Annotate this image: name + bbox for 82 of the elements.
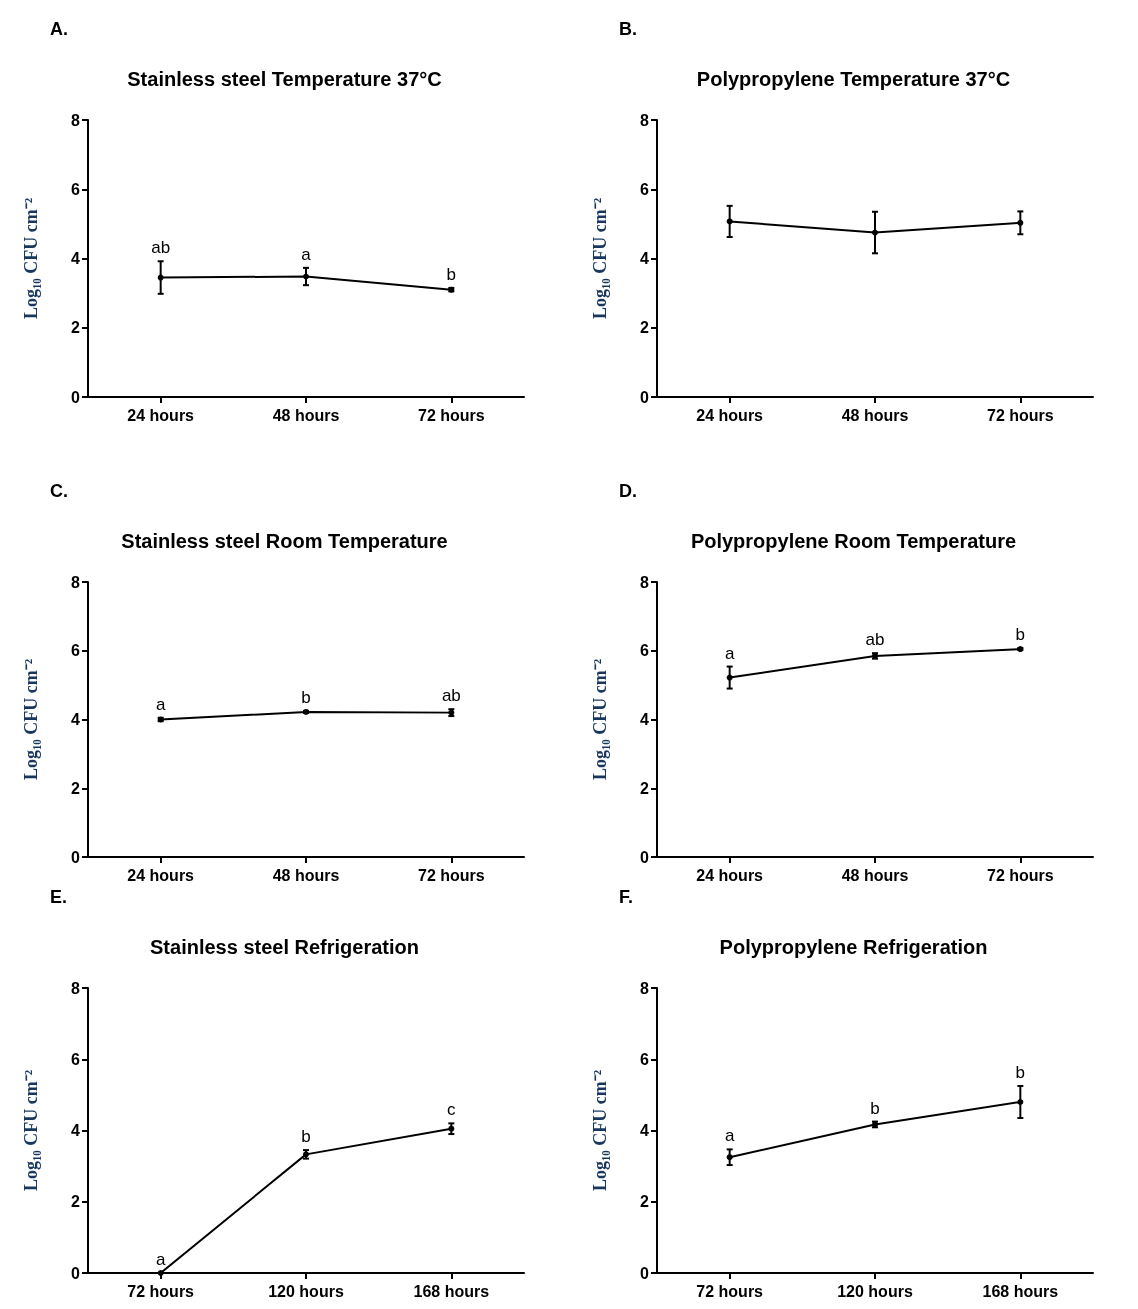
y-tick-label: 2 bbox=[640, 319, 650, 337]
x-tick-label: 48 hours bbox=[841, 406, 909, 424]
annotation: a bbox=[724, 643, 735, 663]
y-tick-label: 2 bbox=[71, 319, 81, 337]
y-axis-title: Log₁₀ CFU cm⁻² bbox=[21, 197, 41, 320]
annotation: b bbox=[1015, 625, 1026, 644]
annotation: b bbox=[870, 1098, 880, 1118]
annotation: b bbox=[446, 264, 457, 284]
text: B. bbox=[619, 19, 637, 39]
y-tick-label: 4 bbox=[640, 711, 650, 728]
annotation: a bbox=[301, 244, 312, 264]
annotation: a bbox=[724, 1126, 735, 1146]
x-tick-label: 72 hours bbox=[417, 866, 485, 884]
x-tick-label: 24 hours bbox=[696, 406, 764, 424]
y-tick-label: 4 bbox=[640, 1122, 650, 1139]
annotation: b bbox=[1015, 1062, 1026, 1082]
y-tick-label: 0 bbox=[71, 388, 81, 406]
x-tick-label: 48 hours bbox=[841, 866, 909, 884]
text: C. bbox=[50, 481, 68, 501]
annotation: a bbox=[155, 694, 166, 714]
y-tick-label: 6 bbox=[640, 1050, 650, 1068]
y-tick-label: 8 bbox=[71, 979, 81, 997]
chart-title: Stainless steel Refrigeration bbox=[150, 936, 419, 958]
chart-title: Polypropylene Refrigeration bbox=[719, 936, 988, 958]
x-tick-label: 72 hours bbox=[696, 1282, 764, 1300]
y-tick-label: 6 bbox=[71, 180, 81, 198]
y-tick-label: 8 bbox=[640, 573, 650, 591]
y-axis-title: Log₁₀ CFU cm⁻² bbox=[21, 1069, 41, 1192]
y-axis-title: Log₁₀ CFU cm⁻² bbox=[590, 658, 610, 781]
text: A. bbox=[50, 19, 68, 39]
y-tick-label: 0 bbox=[71, 1264, 81, 1282]
x-tick-label: 48 hours bbox=[272, 406, 340, 424]
y-tick-label: 0 bbox=[640, 1264, 650, 1282]
y-tick-label: 2 bbox=[640, 779, 650, 797]
y-tick-label: 0 bbox=[640, 848, 650, 866]
x-tick-label: 48 hours bbox=[272, 866, 340, 884]
x-tick-label: 72 hours bbox=[417, 406, 485, 424]
y-tick-label: 0 bbox=[640, 388, 650, 406]
y-tick-label: 6 bbox=[640, 642, 650, 660]
y-tick-label: 4 bbox=[71, 711, 81, 728]
y-tick-label: 8 bbox=[71, 111, 81, 129]
y-tick-label: 8 bbox=[640, 979, 650, 997]
y-tick-label: 4 bbox=[71, 1122, 81, 1139]
x-tick-label: 72 hours bbox=[127, 1282, 195, 1300]
x-tick-label: 72 hours bbox=[986, 866, 1054, 884]
y-tick-label: 2 bbox=[71, 1193, 81, 1211]
text: E. bbox=[50, 887, 68, 907]
x-tick-label: 168 hours bbox=[413, 1282, 490, 1300]
y-tick-label: 2 bbox=[640, 1193, 650, 1211]
x-tick-label: 168 hours bbox=[982, 1282, 1059, 1300]
y-tick-label: 6 bbox=[71, 1050, 81, 1068]
annotation: b bbox=[301, 687, 311, 707]
annotation: ab bbox=[151, 238, 171, 258]
y-tick-label: 4 bbox=[71, 250, 81, 267]
y-axis-title: Log₁₀ CFU cm⁻² bbox=[590, 1069, 610, 1192]
x-tick-label: 24 hours bbox=[696, 866, 764, 884]
y-axis-title: Log₁₀ CFU cm⁻² bbox=[21, 658, 41, 781]
y-tick-label: 8 bbox=[640, 111, 650, 129]
x-tick-label: 24 hours bbox=[127, 866, 195, 884]
text: F. bbox=[619, 887, 634, 907]
chart-title: Polypropylene Room Temperature bbox=[690, 530, 1017, 552]
y-tick-label: 0 bbox=[71, 848, 81, 866]
x-tick-label: 120 hours bbox=[837, 1282, 913, 1300]
annotation: ab bbox=[441, 686, 461, 706]
x-tick-label: 24 hours bbox=[127, 406, 195, 424]
y-tick-label: 8 bbox=[71, 573, 81, 591]
y-tick-label: 4 bbox=[640, 250, 650, 267]
annotation: c bbox=[447, 1100, 457, 1120]
y-tick-label: 2 bbox=[71, 779, 81, 797]
annotation: ab bbox=[865, 630, 885, 650]
y-axis-title: Log₁₀ CFU cm⁻² bbox=[590, 197, 610, 320]
point bbox=[157, 1270, 164, 1276]
y-tick-label: 6 bbox=[640, 180, 650, 198]
chart-title: Polypropylene Temperature 37°C bbox=[696, 68, 1011, 90]
annotation: a bbox=[155, 1250, 166, 1269]
y-tick-label: 6 bbox=[71, 642, 81, 660]
chart-title: Stainless steel Temperature 37°C bbox=[127, 68, 442, 90]
annotation: b bbox=[301, 1127, 311, 1147]
x-tick-label: 120 hours bbox=[268, 1282, 344, 1300]
text: D. bbox=[619, 481, 637, 501]
chart-title: Stainless steel Room Temperature bbox=[121, 530, 448, 552]
x-tick-label: 72 hours bbox=[986, 406, 1054, 424]
